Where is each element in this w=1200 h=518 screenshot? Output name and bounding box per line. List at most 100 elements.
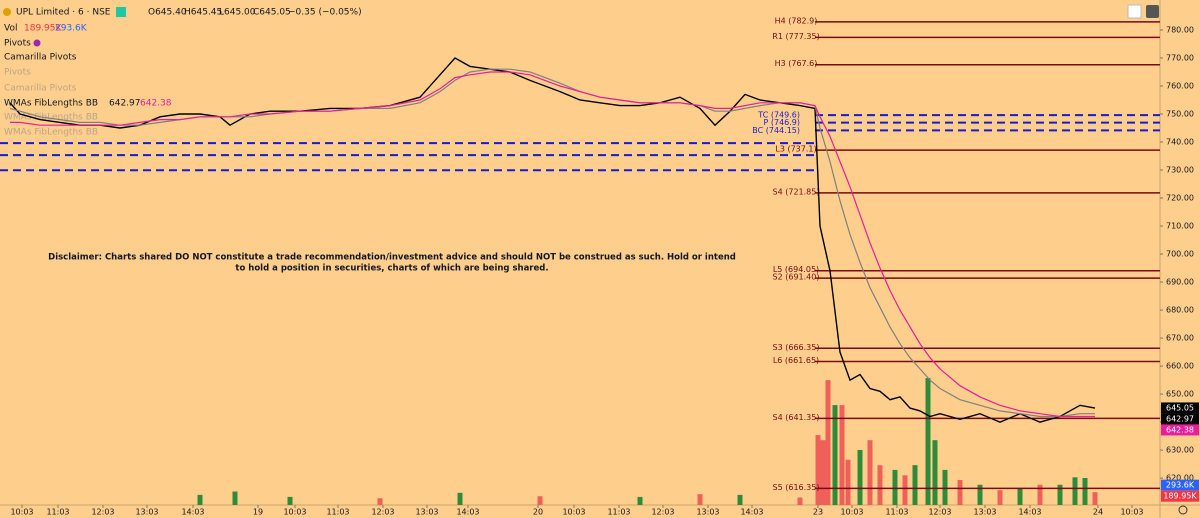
x-tick-label: 10:03 [562, 508, 585, 517]
x-tick-label: 13:03 [415, 508, 438, 517]
volume-bar [197, 494, 203, 505]
y-tick-label: 760.00 [1166, 81, 1194, 90]
volume-bar [932, 440, 938, 505]
scroll-button[interactable] [1127, 4, 1142, 19]
volume-bar [832, 405, 838, 505]
y-tick-label: 750.00 [1166, 109, 1194, 118]
flag-icon[interactable] [116, 7, 126, 17]
x-tick-label: 14:03 [181, 508, 204, 517]
price-badge-label: 645.05 [1166, 403, 1194, 412]
ohlc: C645.05 [253, 8, 291, 18]
volume-bar [377, 498, 383, 505]
y-tick-label: 770.00 [1166, 53, 1194, 62]
price-badge [1161, 424, 1199, 436]
pivot-label: R1 (777.35) [772, 32, 819, 41]
x-tick-label: 24 [1093, 508, 1103, 517]
volume-badge-label: 189.95K [1163, 492, 1197, 501]
pivot-label: S4 (721.85) [773, 187, 820, 196]
x-tick-label: 12:03 [91, 508, 114, 517]
volume-bar [825, 380, 831, 505]
x-tick-label: 13:03 [135, 508, 158, 517]
volume-bar [892, 469, 898, 505]
x-tick-label: 12:03 [928, 508, 951, 517]
volume-badge [1161, 490, 1199, 502]
y-tick-label: 730.00 [1166, 166, 1194, 175]
x-tick-label: 10:03 [283, 508, 306, 517]
volume-bar [857, 449, 863, 505]
x-tick-label: 19 [253, 508, 263, 517]
volume-bar [1092, 492, 1098, 505]
volume-bar [537, 496, 543, 505]
volume-bar [1037, 484, 1043, 505]
pivot-label: S3 (666.35) [773, 343, 820, 352]
indicator[interactable]: Pivots [4, 39, 31, 49]
menu-button[interactable] [1146, 5, 1159, 18]
volume-bar [977, 484, 983, 505]
volume-bar [815, 435, 821, 505]
symbol-icon [3, 8, 11, 16]
volume-bar [1057, 484, 1063, 505]
volume-bar [997, 490, 1003, 505]
settings-icon[interactable] [1178, 505, 1188, 515]
x-tick-label: 14:03 [1018, 508, 1041, 517]
x-tick-label: 11:03 [607, 508, 630, 517]
volume-bar [877, 465, 883, 505]
change: −0.35 (−0.05%) [288, 8, 362, 18]
x-tick-label: 11:03 [885, 508, 908, 517]
indicator[interactable]: Camarilla Pivots [4, 53, 77, 63]
y-tick-label: 650.00 [1166, 390, 1194, 399]
indicator[interactable]: Camarilla Pivots [4, 84, 77, 94]
disclaimer: Disclaimer: Charts shared DO NOT constit… [48, 253, 736, 263]
volume-badge-label: 293.6K [1166, 481, 1195, 490]
volume-bar [232, 491, 238, 505]
x-tick-label: 20 [533, 508, 543, 517]
cpr-label: TC (749.6) [757, 111, 800, 120]
volume-bar [1082, 478, 1088, 505]
pivot-label: L3 (737.1) [775, 145, 816, 154]
volume-bar [912, 465, 918, 505]
volume-bar [902, 475, 908, 505]
x-tick-label: 14:03 [740, 508, 763, 517]
pivot-label: L5 (694.05) [773, 265, 819, 274]
y-tick-label: 700.00 [1166, 250, 1194, 259]
x-tick-label: 10:03 [840, 508, 863, 517]
volume-badge [1161, 479, 1199, 491]
x-tick-label: 13:03 [973, 508, 996, 517]
y-tick-label: 710.00 [1166, 222, 1194, 231]
volume-bar [845, 459, 851, 505]
volume-bar [820, 440, 826, 505]
ohlc: H645.45 [184, 8, 222, 18]
y-tick-label: 690.00 [1166, 278, 1194, 287]
price-badge-label: 642.38 [1166, 425, 1194, 434]
x-tick-label: 14:03 [456, 508, 479, 517]
volume-bar [737, 494, 743, 505]
x-tick-label: 11:03 [46, 508, 69, 517]
ohlc: O645.40 [148, 8, 187, 18]
volume-bar [1017, 488, 1023, 505]
indicator[interactable]: Pivots [4, 68, 31, 78]
x-tick-label: 10:03 [1120, 508, 1143, 517]
symbol-title: UPL Limited · 6 · NSE [16, 8, 111, 18]
price-badge [1161, 413, 1199, 425]
indicator[interactable]: WMAs FibLengths BB [4, 128, 98, 138]
volume-bar [697, 494, 703, 505]
moving-average [10, 71, 1095, 418]
price-line [9, 57, 1096, 423]
volume-bar [1072, 477, 1078, 505]
y-tick-label: 670.00 [1166, 334, 1194, 343]
indicator[interactable]: WMAs FibLengths BB [4, 99, 98, 109]
indicator[interactable]: WMAs FibLengths BB [4, 113, 98, 123]
volume-bar [839, 405, 845, 505]
y-tick-label: 630.00 [1166, 446, 1194, 455]
price-badge-label: 642.97 [1166, 414, 1194, 423]
pivot-label: S2 (691.40) [773, 273, 820, 282]
x-tick-label: 10:03 [10, 508, 33, 517]
volume-value: 189.95K [24, 24, 62, 34]
x-tick-label: 12:03 [651, 508, 674, 517]
pivot-label: S5 (616.35) [773, 483, 820, 492]
volume-bar [457, 492, 463, 505]
price-badge [1161, 402, 1199, 414]
